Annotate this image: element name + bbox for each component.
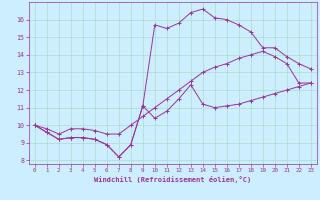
X-axis label: Windchill (Refroidissement éolien,°C): Windchill (Refroidissement éolien,°C): [94, 176, 252, 183]
